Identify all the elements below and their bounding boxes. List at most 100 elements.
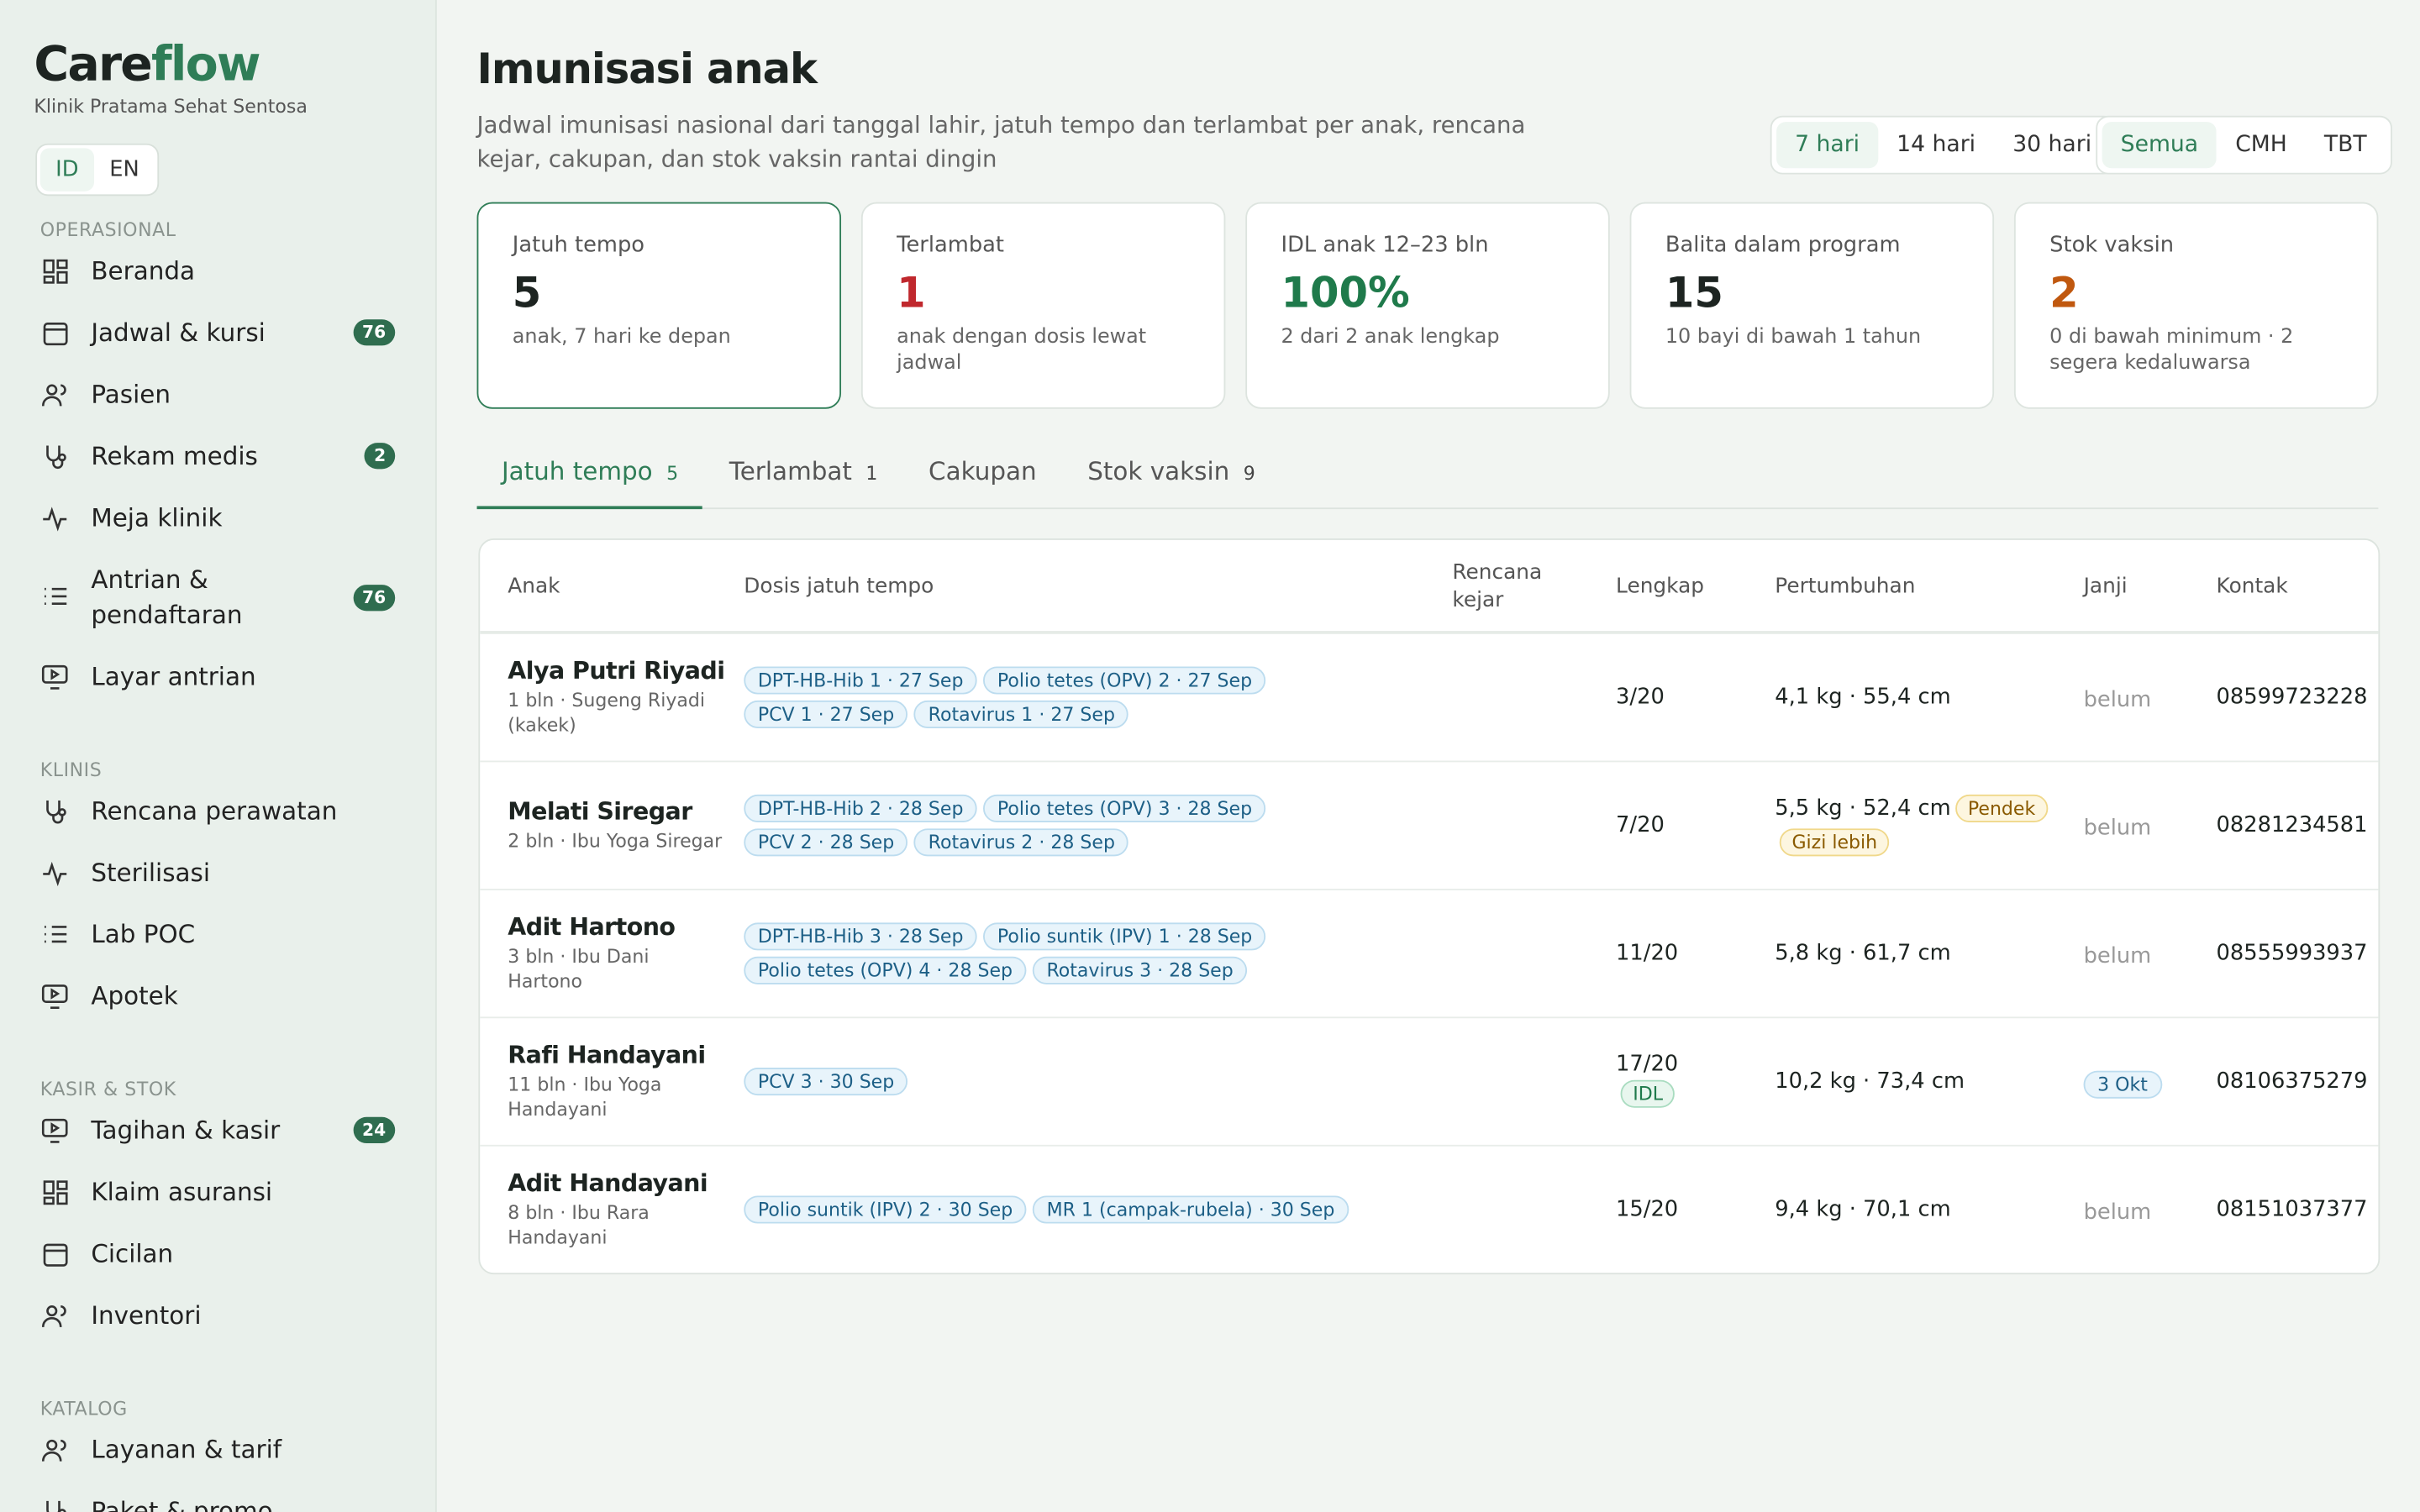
kpi-value: 1 [897,270,926,318]
tab[interactable]: Cakupan [904,448,1061,507]
nav-icon [43,1179,68,1205]
kpi-note: anak, 7 hari ke depan [512,325,731,349]
nav-item[interactable]: Paket & promo [40,1494,395,1512]
child-meta: 11 bln · Ibu Yoga Handayani [508,1074,662,1121]
appointment: belum [2083,687,2152,712]
language-option[interactable]: ID [39,148,94,192]
complete-cell: 11/20 [1616,941,1775,965]
table: Anak Dosis jatuh tempo Rencana kejar Lengka… [478,538,2381,1275]
kpi-card[interactable]: Balita dalam program 15 10 bayi di bawah 1… [1629,202,1995,409]
nav-label: Klaim asuransi [91,1177,273,1207]
dose-chip: Polio tetes (OPV) 2 · 27 Sep [983,666,1266,695]
dose-chip: Polio suntik (IPV) 1 · 28 Sep [983,922,1266,951]
nav-icon [41,1438,66,1461]
table-row[interactable]: Adit Handayani 8 bln · Ibu Rara Handayani… [480,1144,2379,1273]
nav-icon [43,860,67,886]
nav-label: Rencana perawatan [91,795,338,826]
nav-item[interactable]: Jadwal & kursi 76 [40,315,396,350]
appointment[interactable]: 3 Okt [2083,1069,2162,1098]
contact: 08555993937 [2216,941,2368,966]
child-name: Alya Putri Riyadi [508,657,725,685]
facility-option[interactable]: CMH [2235,132,2287,158]
table-row[interactable]: Adit Hartono 3 bln · Ibu Dani Hartono DPT-… [480,888,2379,1016]
nav-item[interactable]: Rencana perawatan [40,793,395,828]
section-title: KLINIS [39,759,103,781]
kpi-card[interactable]: IDL anak 12–23 bln 100% 2 dari 2 anak leng… [1245,202,1610,409]
tab-count: 9 [1243,463,1255,485]
growth-value: 10,2 kg · 73,4 cm [1775,1068,1965,1095]
child-name: Adit Handayani [508,1169,708,1198]
growth-cell: 9,4 kg · 70,1 cm [1775,1197,2083,1221]
column-header: Anak [508,573,560,598]
dose-cell: DPT-HB-Hib 1 · 27 Sep Polio tetes (OPV) 2… [744,666,1452,728]
nav-item[interactable]: Cicilan [40,1236,395,1271]
nav-icon [41,664,68,689]
nav-item[interactable]: Sterilisasi [40,855,395,890]
nav-icon [43,506,67,531]
nav-label: Meja klinik [91,502,223,533]
facility-option[interactable]: Semua [2102,122,2217,169]
complete-tag: IDL [1620,1079,1676,1108]
growth-value: 5,8 kg · 61,7 cm [1775,941,1951,966]
growth-cell: 4,1 kg · 55,4 cm [1775,685,2083,710]
nav-item[interactable]: Beranda [40,253,395,288]
nav-item[interactable]: Rekam medis 2 [40,438,396,474]
range-switch: 7 hari 14 hari 30 hari [1770,115,2117,175]
nav-item[interactable]: Inventori [40,1298,395,1333]
nav-badge: 24 [353,1116,396,1144]
appointment-cell: 3 Okt [2083,1067,2217,1098]
nav-item[interactable]: Lab POC [40,916,395,952]
range-option[interactable]: 30 hari [2012,132,2092,158]
child-meta: 1 bln · Sugeng Riyadi (kakek) [508,690,706,737]
nav-label: Cicilan [91,1238,174,1268]
tab[interactable]: Terlambat 1 [704,448,902,507]
appointment-cell: belum [2084,1195,2217,1224]
child-cell: Alya Putri Riyadi 1 bln · Sugeng Riyadi (… [508,657,744,738]
nav-item[interactable]: Tagihan & kasir 24 [40,1112,396,1147]
complete-value: 17/20 [1616,1052,1679,1078]
nav-item[interactable]: Meja klinik [40,500,395,535]
complete-value: 3/20 [1616,685,1665,710]
nav-item[interactable]: Layanan & tarif [40,1431,395,1467]
kpi-row: Jatuh tempo 5 anak, 7 hari ke depan Terlamb… [476,202,2379,409]
kpi-value: 2 [2049,270,2079,318]
section-title: OPERASIONAL [39,218,176,241]
table-row[interactable]: Rafi Handayani 11 bln · Ibu Yoga Handayan… [480,1016,2379,1144]
kpi-note: 0 di bawah minimum · 2 segera kedaluwars… [2049,325,2294,375]
language-option[interactable]: EN [109,157,139,182]
facility-option[interactable]: TBT [2323,132,2367,158]
tab-label: Terlambat [729,456,852,486]
growth-tag: Pendek [1955,794,2048,822]
nav-label: Layanan & tarif [91,1435,282,1465]
kpi-value: 15 [1665,270,1723,318]
kpi-card[interactable]: Stok vaksin 2 0 di bawah minimum · 2 seger… [2013,202,2379,409]
nav-item[interactable]: Layar antrian [40,659,395,694]
kpi-card[interactable]: Terlambat 1 anak dengan dosis lewat jadwal [860,202,1226,409]
nav-item[interactable]: Antrian & pendaftaran 76 [40,562,396,633]
tab[interactable]: Stok vaksin 9 [1063,448,1280,507]
tab-label: Jatuh tempo [501,456,653,486]
complete-value: 7/20 [1616,812,1665,838]
dose-chip: DPT-HB-Hib 1 · 27 Sep [744,666,978,695]
dose-chip: DPT-HB-Hib 2 · 28 Sep [744,794,978,822]
table-row[interactable]: Melati Siregar 2 bln · Ibu Yoga Siregar DP… [480,760,2379,889]
nav-item[interactable]: Klaim asuransi [40,1174,395,1210]
kpi-label: IDL anak 12–23 bln [1281,233,1489,258]
kpi-card[interactable]: Jatuh tempo 5 anak, 7 hari ke depan [476,202,842,409]
range-option[interactable]: 14 hari [1897,132,1976,158]
nav-icon [43,258,68,283]
range-option[interactable]: 7 hari [1776,122,1879,169]
kpi-label: Terlambat [897,233,1004,258]
growth-value: 4,1 kg · 55,4 cm [1775,685,1951,710]
nav-item[interactable]: Pasien [40,376,395,412]
nav-label: Paket & promo [91,1496,273,1512]
dose-chip: PCV 3 · 30 Sep [744,1068,908,1096]
dose-chip: Polio tetes (OPV) 3 · 28 Sep [983,794,1266,822]
tab-label: Cakupan [929,456,1037,486]
tab[interactable]: Jatuh tempo 5 [476,448,703,510]
kpi-label: Jatuh tempo [512,233,645,258]
table-row[interactable]: Alya Putri Riyadi 1 bln · Sugeng Riyadi (… [480,633,2379,760]
nav-item[interactable]: Apotek [40,978,395,1013]
nav-label: Lab POC [91,919,196,949]
nav-icon [46,800,66,823]
